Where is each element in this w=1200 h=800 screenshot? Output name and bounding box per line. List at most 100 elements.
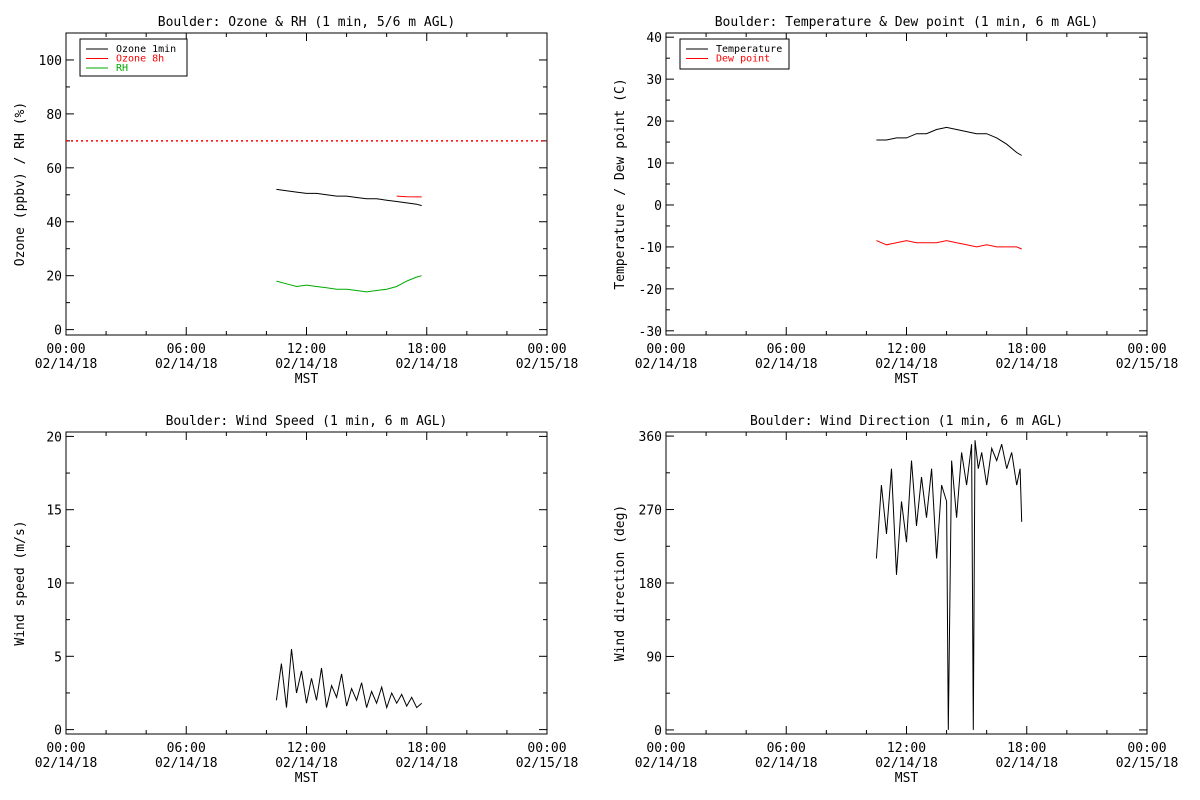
y-tick-label: 180 bbox=[639, 577, 662, 592]
y-tick-label: 0 bbox=[654, 199, 662, 214]
y-tick-label: -10 bbox=[639, 241, 662, 256]
y-tick-label: 40 bbox=[46, 216, 62, 231]
x-tick-date: 02/14/18 bbox=[155, 357, 218, 372]
x-tick-date: 02/14/18 bbox=[275, 756, 338, 771]
plot-frame bbox=[665, 32, 1148, 336]
legend-label: RH bbox=[116, 63, 128, 74]
x-tick-date: 02/14/18 bbox=[395, 357, 458, 372]
x-tick-time: 00:00 bbox=[46, 741, 85, 756]
plot-frame bbox=[65, 431, 548, 735]
chart-panel-1: Boulder: Ozone & RH (1 min, 5/6 m AGL)02… bbox=[13, 15, 578, 387]
x-tick-date: 02/14/18 bbox=[635, 357, 698, 372]
x-tick-date: 02/14/18 bbox=[995, 756, 1058, 771]
y-axis-label: Ozone (ppbv) / RH (%) bbox=[13, 102, 28, 266]
series-line-1 bbox=[275, 648, 423, 710]
chart-title: Boulder: Wind Direction (1 min, 6 m AGL) bbox=[750, 414, 1063, 429]
plot-frame bbox=[65, 32, 548, 336]
x-tick-date: 02/14/18 bbox=[395, 756, 458, 771]
y-tick-label: 270 bbox=[639, 504, 662, 519]
x-tick-time: 06:00 bbox=[167, 342, 206, 357]
y-axis-label: Temperature / Dew point (C) bbox=[613, 78, 628, 289]
y-tick-label: 80 bbox=[46, 108, 62, 123]
series-line-temperature bbox=[876, 126, 1022, 156]
x-axis-label: MST bbox=[295, 771, 319, 786]
x-tick-time: 12:00 bbox=[287, 342, 326, 357]
y-tick-label: 0 bbox=[654, 724, 662, 739]
legend-label: Ozone 1min bbox=[116, 44, 176, 55]
y-tick-label: 90 bbox=[646, 650, 662, 665]
x-tick-time: 18:00 bbox=[1007, 741, 1046, 756]
x-tick-date: 02/15/18 bbox=[516, 756, 579, 771]
x-axis-label: MST bbox=[295, 372, 319, 387]
legend-box bbox=[79, 38, 188, 77]
x-tick-time: 12:00 bbox=[287, 741, 326, 756]
chart-panel-2: Boulder: Temperature & Dew point (1 min,… bbox=[613, 15, 1178, 387]
legend-label: Dew point bbox=[716, 54, 770, 65]
y-tick-label: 20 bbox=[46, 270, 62, 285]
x-tick-time: 00:00 bbox=[527, 741, 566, 756]
y-tick-label: 20 bbox=[646, 115, 662, 130]
x-tick-date: 02/14/18 bbox=[755, 756, 818, 771]
y-axis-label: Wind speed (m/s) bbox=[13, 520, 28, 645]
chart-title: Boulder: Wind Speed (1 min, 6 m AGL) bbox=[166, 414, 448, 429]
x-tick-date: 02/14/18 bbox=[35, 756, 98, 771]
y-tick-label: 5 bbox=[54, 650, 62, 665]
y-axis-label: Wind direction (deg) bbox=[613, 505, 628, 662]
plot-frame bbox=[665, 431, 1148, 735]
y-tick-label: 10 bbox=[46, 577, 62, 592]
series-line-dew-point bbox=[876, 240, 1022, 250]
x-tick-time: 00:00 bbox=[46, 342, 85, 357]
x-tick-time: 00:00 bbox=[1127, 342, 1166, 357]
series-line-ozone-1min bbox=[276, 188, 422, 207]
x-tick-date: 02/15/18 bbox=[516, 357, 579, 372]
y-tick-label: 10 bbox=[646, 157, 662, 172]
series-line-ozone-8h bbox=[396, 195, 422, 198]
y-tick-label: 100 bbox=[39, 54, 62, 69]
x-tick-time: 06:00 bbox=[167, 741, 206, 756]
x-tick-time: 06:00 bbox=[767, 342, 806, 357]
x-tick-date: 02/14/18 bbox=[155, 756, 218, 771]
x-tick-date: 02/15/18 bbox=[1116, 756, 1179, 771]
x-tick-date: 02/14/18 bbox=[875, 756, 938, 771]
x-tick-time: 00:00 bbox=[646, 342, 685, 357]
chart-panel-4: Boulder: Wind Direction (1 min, 6 m AGL)… bbox=[613, 414, 1178, 786]
chart-title: Boulder: Ozone & RH (1 min, 5/6 m AGL) bbox=[158, 15, 455, 30]
x-tick-date: 02/15/18 bbox=[1116, 357, 1179, 372]
chart-panel-3: Boulder: Wind Speed (1 min, 6 m AGL) 0 5 10… bbox=[13, 414, 578, 786]
y-tick-label: 0 bbox=[54, 324, 62, 339]
x-tick-date: 02/14/18 bbox=[35, 357, 98, 372]
x-tick-time: 00:00 bbox=[646, 741, 685, 756]
x-axis-label: MST bbox=[895, 771, 919, 786]
x-tick-time: 12:00 bbox=[887, 342, 926, 357]
y-tick-label: -20 bbox=[639, 283, 662, 298]
y-tick-label: 0 bbox=[54, 724, 62, 739]
legend-label: Ozone 8h bbox=[116, 54, 164, 65]
x-tick-time: 18:00 bbox=[407, 342, 446, 357]
series-line-rh bbox=[276, 275, 422, 293]
x-axis-label: MST bbox=[895, 372, 919, 387]
series-line-1 bbox=[875, 440, 1023, 730]
x-tick-time: 00:00 bbox=[1127, 741, 1166, 756]
chart-title: Boulder: Temperature & Dew point (1 min,… bbox=[715, 15, 1099, 30]
x-tick-time: 18:00 bbox=[1007, 342, 1046, 357]
y-tick-label: 60 bbox=[46, 162, 62, 177]
x-tick-date: 02/14/18 bbox=[755, 357, 818, 372]
legend-label: Temperature bbox=[716, 44, 782, 55]
y-tick-label: 15 bbox=[46, 504, 62, 519]
x-tick-date: 02/14/18 bbox=[995, 357, 1058, 372]
x-tick-date: 02/14/18 bbox=[275, 357, 338, 372]
x-tick-time: 00:00 bbox=[527, 342, 566, 357]
x-tick-time: 18:00 bbox=[407, 741, 446, 756]
x-tick-time: 12:00 bbox=[887, 741, 926, 756]
legend-box bbox=[679, 38, 790, 70]
y-tick-label: 30 bbox=[646, 73, 662, 88]
x-tick-time: 06:00 bbox=[767, 741, 806, 756]
y-tick-label: 20 bbox=[46, 430, 62, 445]
x-tick-date: 02/14/18 bbox=[875, 357, 938, 372]
x-tick-date: 02/14/18 bbox=[635, 756, 698, 771]
y-tick-label: 40 bbox=[646, 31, 662, 46]
y-tick-label: 360 bbox=[639, 430, 662, 445]
